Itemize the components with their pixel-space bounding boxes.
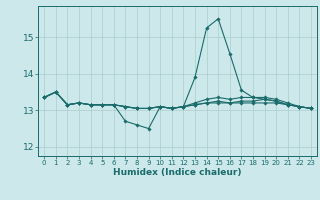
X-axis label: Humidex (Indice chaleur): Humidex (Indice chaleur) <box>113 168 242 177</box>
